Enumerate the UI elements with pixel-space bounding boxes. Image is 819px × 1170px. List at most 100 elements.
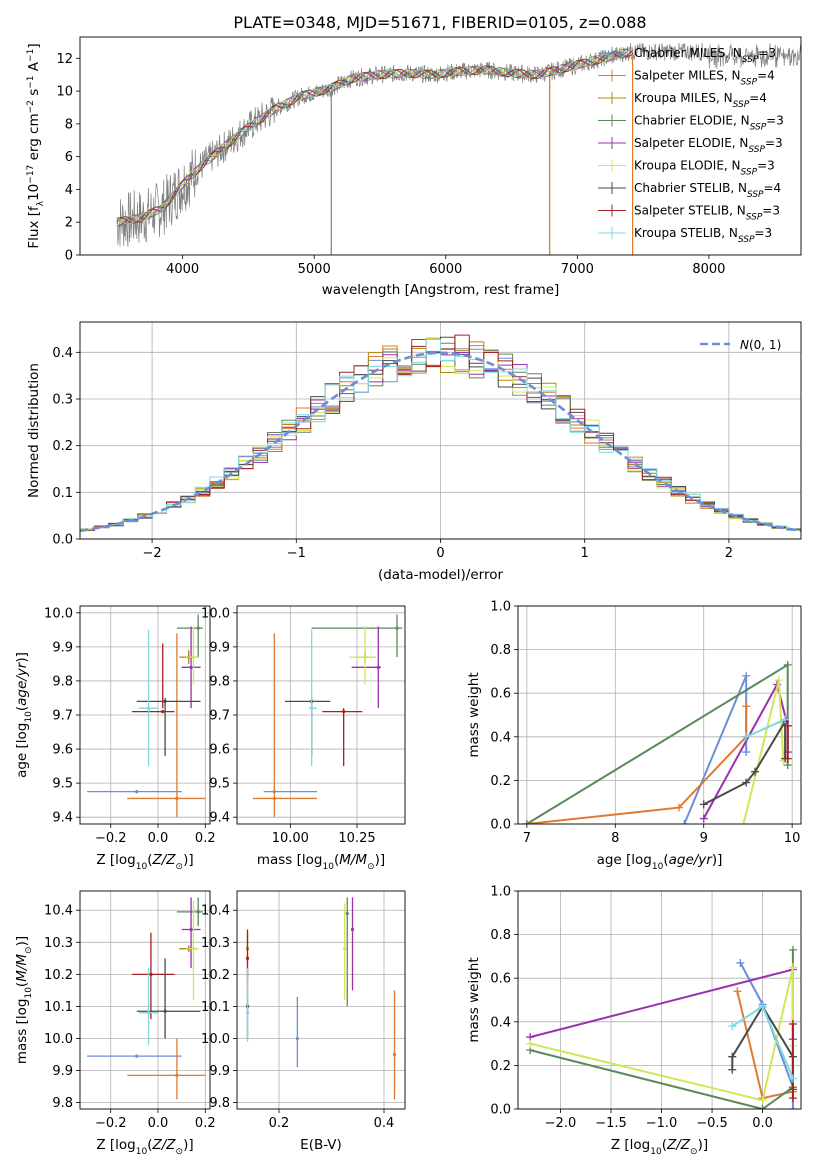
series-marker — [733, 987, 742, 996]
series-line — [526, 706, 748, 824]
y-tick-label: 0.4 — [490, 1015, 511, 1030]
y-axis-label: age [log10(age/yr)] — [14, 652, 34, 778]
data-point — [163, 699, 167, 703]
x-axis-label: Z [log10(Z/Z⊙)] — [611, 1137, 708, 1157]
x-tick-label: 10 — [784, 831, 801, 846]
y-tick-label: 9.9 — [52, 1064, 73, 1079]
y-axis-label: mass weight — [466, 957, 482, 1042]
data-point — [189, 927, 193, 932]
panel-4: 7 8 9 10 0.0 0.2 0.4 0.6 0.8 1.0 mass weight age [l… — [466, 600, 802, 872]
data-point — [161, 709, 165, 714]
series-marker — [728, 1065, 737, 1074]
data-point — [392, 1052, 397, 1057]
x-tick-label: −2 — [143, 546, 162, 561]
data-point — [310, 706, 314, 710]
data-point — [345, 911, 349, 916]
data-point — [146, 706, 151, 710]
x-tick-label: 0.0 — [148, 1116, 169, 1131]
x-axis-label: mass [log10(M/M⊙)] — [257, 852, 385, 872]
series-marker — [742, 671, 751, 680]
y-tick-label: 0.2 — [52, 439, 73, 454]
x-tick-label: 0 — [436, 546, 444, 561]
data-point — [163, 1009, 167, 1013]
y-tick-label: 12 — [56, 52, 73, 67]
y-tick-label: 1.0 — [490, 600, 511, 615]
y-tick-label: 10.0 — [44, 606, 73, 621]
data-point — [175, 796, 179, 801]
y-tick-label: 10.4 — [44, 904, 73, 919]
data-point — [175, 1073, 179, 1077]
y-tick-label: 0.4 — [52, 346, 73, 361]
y-tick-label: 9.5 — [52, 777, 73, 792]
y-tick-label: 9.7 — [209, 709, 230, 724]
y-tick-label: 9.4 — [52, 811, 73, 826]
series-marker — [699, 800, 708, 809]
x-tick-label: 5000 — [298, 262, 331, 277]
y-tick-label: 0.4 — [490, 730, 511, 745]
series-marker — [781, 715, 790, 724]
x-tick-label: 1 — [581, 546, 589, 561]
y-tick-label: 6 — [65, 150, 73, 165]
y-tick-label: 0.0 — [490, 818, 511, 833]
y-tick-label: 0.8 — [490, 928, 511, 943]
y-tick-label: 0.3 — [52, 393, 73, 408]
series-line — [529, 967, 794, 1102]
series-marker — [758, 1105, 767, 1109]
x-tick-label: −1 — [287, 546, 306, 561]
legend-label: Chabrier ELODIE, NSSP=3 — [634, 114, 784, 133]
data-point — [189, 665, 193, 669]
data-point — [363, 655, 367, 659]
x-tick-label: −1.5 — [595, 1116, 627, 1131]
x-tick-label: 10.25 — [338, 831, 375, 846]
x-tick-label: 10.00 — [272, 831, 309, 846]
data-point — [350, 927, 355, 932]
legend-label: N(0, 1) — [740, 338, 781, 352]
plot-area — [80, 334, 801, 534]
panel-0: 4000 5000 6000 7000 8000 0 2 4 6 8 10 12 Flux [fλ10−… — [26, 36, 802, 298]
x-tick-label: −0.2 — [95, 831, 127, 846]
series-marker — [522, 820, 531, 824]
legend-label: Chabrier MILES, NSSP=3 — [634, 46, 776, 65]
model-fit-line — [116, 50, 634, 224]
axes-frame — [79, 321, 802, 540]
legend-label: Salpeter STELIB, NSSP=3 — [634, 204, 780, 223]
y-tick-label: 10.2 — [44, 968, 73, 983]
data-point — [191, 947, 196, 951]
series-marker — [788, 1105, 797, 1109]
x-tick-label: 9 — [700, 831, 708, 846]
y-tick-label: 10.3 — [44, 936, 73, 951]
x-axis-label: wavelength [Angstrom, rest frame] — [322, 282, 560, 298]
legend-label: Kroupa ELODIE, NSSP=3 — [634, 159, 775, 178]
x-axis-label: Z [log10(Z/Z⊙)] — [96, 1137, 193, 1157]
y-tick-label: 0.2 — [490, 774, 511, 789]
axes-frame — [79, 605, 211, 825]
x-tick-label: 4000 — [166, 262, 199, 277]
panel-2: −0.2 0.0 0.2 9.4 9.5 9.6 9.7 9.8 9.9 10.0 age [log… — [14, 605, 216, 872]
legend-label: Chabrier STELIB, NSSP=4 — [634, 181, 781, 200]
series-marker — [788, 1074, 797, 1083]
y-tick-label: 0.8 — [490, 643, 511, 658]
legend-label: Kroupa MILES, NSSP=4 — [634, 91, 767, 110]
y-tick-label: 9.8 — [209, 674, 230, 689]
series-marker — [739, 820, 748, 824]
histogram-step — [80, 339, 801, 533]
series-marker — [728, 1022, 737, 1031]
y-tick-label: 4 — [65, 183, 73, 198]
plot-area — [87, 897, 206, 1100]
panel-6: 0.2 0.4 9.8 9.9 10.0 10.1 10.2 10.3 10.4 E(B-V) — [201, 890, 406, 1153]
x-tick-label: 0.2 — [195, 1116, 216, 1131]
legend-label: Kroupa STELIB, NSSP=3 — [634, 226, 772, 245]
plot-area — [253, 614, 403, 818]
axes-frame — [517, 890, 802, 1110]
y-tick-label: 9.8 — [52, 1096, 73, 1111]
y-tick-label: 9.6 — [209, 743, 230, 758]
x-tick-label: 2 — [725, 546, 733, 561]
data-point — [295, 1036, 299, 1041]
data-point — [196, 910, 200, 914]
series-marker — [742, 748, 751, 757]
series-line — [683, 675, 748, 824]
series-marker — [736, 958, 745, 967]
x-axis-label: E(B-V) — [300, 1137, 342, 1153]
series-marker — [788, 963, 797, 972]
